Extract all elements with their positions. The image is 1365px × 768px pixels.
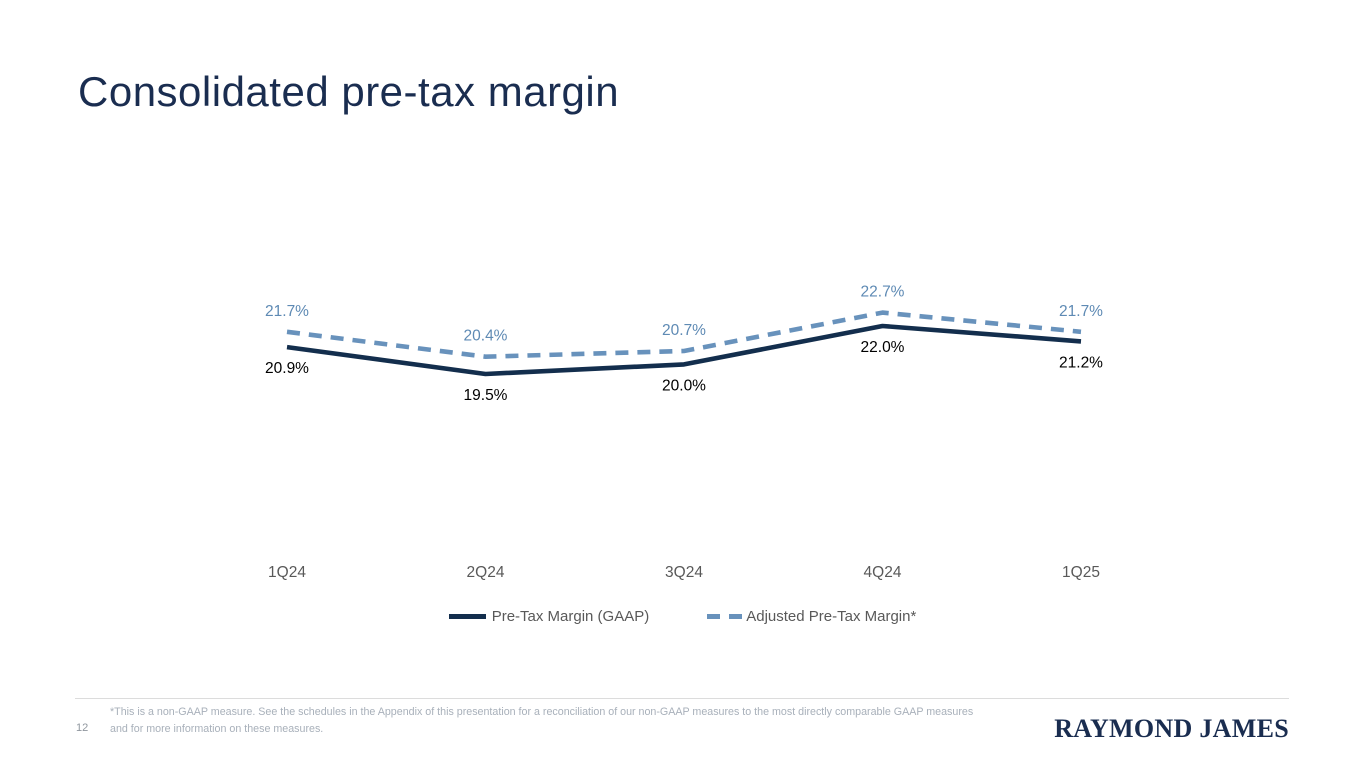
adjusted-line [286, 310, 1082, 360]
x-axis-label: 2Q24 [467, 564, 505, 581]
legend-label-gaap: Pre-Tax Margin (GAAP) [491, 608, 650, 625]
legend-label-adjusted: Adjusted Pre-Tax Margin* [746, 608, 917, 625]
solid-line-swatch [448, 614, 486, 619]
footer-divider [75, 698, 1289, 699]
data-label: 22.7% [861, 284, 905, 301]
x-axis-label: 1Q24 [268, 564, 306, 581]
x-axis-label: 3Q24 [665, 564, 703, 581]
data-label: 21.7% [265, 303, 309, 320]
chart-legend: Pre-Tax Margin (GAAP) Adjusted Pre-Tax M… [0, 608, 1365, 625]
data-label: 20.0% [662, 377, 706, 394]
x-axis-label: 1Q25 [1062, 564, 1100, 581]
raymond-james-logo: RAYMOND JAMES [1054, 714, 1289, 743]
data-label: 22.0% [861, 339, 905, 356]
x-axis-label: 4Q24 [864, 564, 902, 581]
data-label: 21.2% [1059, 354, 1103, 371]
data-label: 20.9% [265, 360, 309, 377]
data-label: 19.5% [464, 387, 508, 404]
dashed-line-swatch [707, 614, 743, 619]
data-label: 20.7% [662, 322, 706, 339]
page-number: 12 [76, 722, 89, 734]
legend-item-gaap: Pre-Tax Margin (GAAP) [448, 608, 650, 625]
legend-item-adjusted: Adjusted Pre-Tax Margin* [707, 608, 916, 625]
data-label: 21.7% [1059, 303, 1103, 320]
footnote: *This is a non-GAAP measure. See the sch… [110, 706, 974, 735]
gaap-line [286, 323, 1082, 377]
slide-title: Consolidated pre-tax margin [78, 68, 620, 115]
data-label: 20.4% [464, 328, 508, 345]
